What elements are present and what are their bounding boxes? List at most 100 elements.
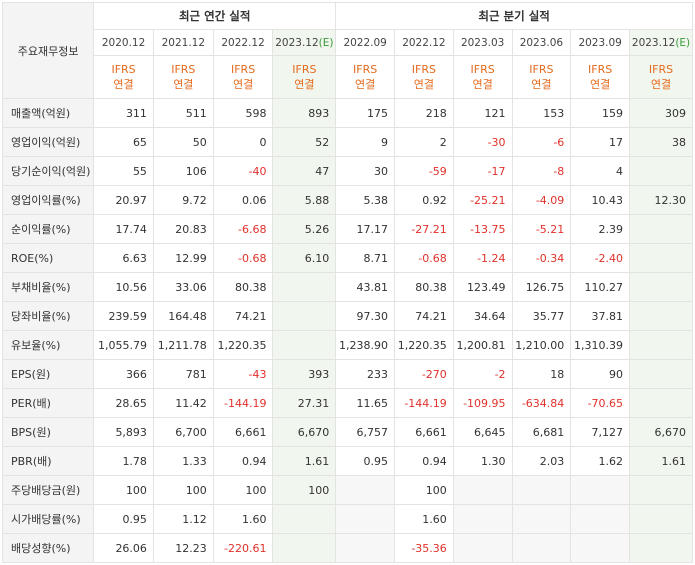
table-cell: 6,670 xyxy=(629,417,693,447)
ifrs-label: IFRS xyxy=(470,63,495,76)
quarterly-section-title: 최근 분기 실적 xyxy=(335,2,693,30)
consolidated-label: 연결 xyxy=(173,78,194,91)
table-cell: 10.56 xyxy=(93,272,154,302)
table-cell: 17.74 xyxy=(93,214,154,244)
table-cell: 1,310.39 xyxy=(570,330,631,360)
table-cell: 1,220.35 xyxy=(394,330,454,360)
table-cell: 893 xyxy=(272,98,337,128)
table-cell: 6,681 xyxy=(511,417,572,447)
table-cell: -144.19 xyxy=(212,388,274,418)
consolidated-label: 연결 xyxy=(590,78,611,91)
row-label: ROE(%) xyxy=(1,243,95,273)
period-label: 2022.12 xyxy=(402,36,446,49)
ifrs-label: IFRS xyxy=(171,63,196,76)
table-cell: 309 xyxy=(629,98,693,128)
table-cell: 11.42 xyxy=(152,388,214,418)
table-cell xyxy=(452,533,513,563)
table-cell: 1,211.78 xyxy=(152,330,214,360)
table-cell: 52 xyxy=(272,127,337,157)
ifrs-label: IFRS xyxy=(230,63,256,76)
ifrs-badge: IFRS 연결 xyxy=(452,55,513,99)
consolidated-label: 연결 xyxy=(113,78,134,91)
table-cell: 2 xyxy=(394,127,454,157)
table-cell xyxy=(272,533,337,563)
table-row: EPS(원) 366 781 -43 393 233 -270 -2 18 90 xyxy=(1,359,693,389)
table-cell xyxy=(629,359,693,389)
table-cell: 2.03 xyxy=(511,446,572,476)
table-cell: -2 xyxy=(452,359,513,389)
table-cell: 47 xyxy=(272,156,337,186)
table-row: ROE(%) 6.63 12.99 -0.68 6.10 8.71 -0.68 -1.24 -0… xyxy=(1,243,693,273)
table-row: BPS(원) 5,893 6,700 6,661 6,670 6,757 6,661 6,64… xyxy=(1,417,693,447)
row-label: PER(배) xyxy=(1,388,95,418)
table-row: 주당배당금(원) 100 100 100 100 100 xyxy=(1,475,693,505)
period-label: 2023.06 xyxy=(519,36,564,49)
table-cell: 1.12 xyxy=(152,504,214,534)
ifrs-badge: IFRS 연결 xyxy=(272,55,337,99)
table-cell: 6,661 xyxy=(394,417,454,447)
table-cell: 20.83 xyxy=(152,214,214,244)
table-cell: 9 xyxy=(335,127,396,157)
table-row: 매출액(억원) 311 511 598 893 175 218 121 153 159 309 xyxy=(1,98,693,128)
ifrs-badge: IFRS 연결 xyxy=(570,55,631,99)
table-cell: 1,220.35 xyxy=(212,330,274,360)
table-cell: -25.21 xyxy=(452,185,513,215)
table-cell: 0.95 xyxy=(335,446,396,476)
table-cell: 1.33 xyxy=(152,446,214,476)
consolidated-label: 연결 xyxy=(472,78,493,91)
ifrs-badge: IFRS 연결 xyxy=(629,55,693,99)
period-header-quarterly-3: 2023.06 xyxy=(511,29,572,56)
table-cell: 1,210.00 xyxy=(511,330,572,360)
table-cell xyxy=(629,504,693,534)
table-cell: -0.68 xyxy=(394,243,454,273)
ifrs-label: IFRS xyxy=(292,63,317,76)
table-row: 부채비율(%) 10.56 33.06 80.38 43.81 80.38 123.49 12… xyxy=(1,272,693,302)
table-cell: 0.95 xyxy=(93,504,154,534)
table-cell: 0.92 xyxy=(394,185,454,215)
table-cell: 28.65 xyxy=(93,388,154,418)
period-header-quarterly-2: 2023.03 xyxy=(452,29,513,56)
row-label: 유보율(%) xyxy=(1,330,95,360)
table-cell: -109.95 xyxy=(452,388,513,418)
table-cell: -59 xyxy=(394,156,454,186)
row-label: 매출액(억원) xyxy=(1,98,95,128)
table-cell xyxy=(452,475,513,505)
period-header-annual-3: 2023.12(E) xyxy=(272,29,337,56)
period-header-quarterly-5: 2023.12(E) xyxy=(629,29,693,56)
table-cell: 121 xyxy=(452,98,513,128)
table-cell: 0.06 xyxy=(212,185,274,215)
table-cell: 393 xyxy=(272,359,337,389)
table-cell xyxy=(511,504,572,534)
table-cell: 20.97 xyxy=(93,185,154,215)
ifrs-label: IFRS xyxy=(648,63,674,76)
ifrs-badge: IFRS 연결 xyxy=(335,55,396,99)
table-cell xyxy=(629,388,693,418)
table-cell: 34.64 xyxy=(452,301,513,331)
table-row: 영업이익률(%) 20.97 9.72 0.06 5.88 5.38 0.92 -25.21-… xyxy=(1,185,693,215)
table-cell: 12.23 xyxy=(152,533,214,563)
row-label: 당기순이익(억원) xyxy=(1,156,95,186)
table-row: 순이익률(%) 17.74 20.83 -6.68 5.26 17.17 -27.21 -13… xyxy=(1,214,693,244)
period-label: 2022.12 xyxy=(221,36,265,49)
table-cell: 598 xyxy=(212,98,274,128)
ifrs-badge: IFRS 연결 xyxy=(212,55,274,99)
table-cell: -634.84 xyxy=(511,388,572,418)
table-cell: 100 xyxy=(394,475,454,505)
period-header-quarterly-4: 2023.09 xyxy=(570,29,631,56)
table-row: 시가배당률(%) 0.95 1.12 1.60 1.60 xyxy=(1,504,693,534)
period-label: 2020.12 xyxy=(101,36,146,49)
table-cell xyxy=(629,156,693,186)
annual-section-title: 최근 연간 실적 xyxy=(93,2,337,30)
table-cell: -6 xyxy=(511,127,572,157)
consolidated-label: 연결 xyxy=(413,78,435,91)
table-cell: 1.30 xyxy=(452,446,513,476)
table-row: PER(배) 28.65 11.42 -144.19 27.31 11.65 -144.19… xyxy=(1,388,693,418)
row-label: 순이익률(%) xyxy=(1,214,95,244)
table-cell xyxy=(629,272,693,302)
table-cell: -70.65 xyxy=(570,388,631,418)
table-cell xyxy=(629,475,693,505)
period-label: 2023.09 xyxy=(578,36,622,49)
table-cell: 5,893 xyxy=(93,417,154,447)
period-label: 2023.12 xyxy=(631,36,676,49)
